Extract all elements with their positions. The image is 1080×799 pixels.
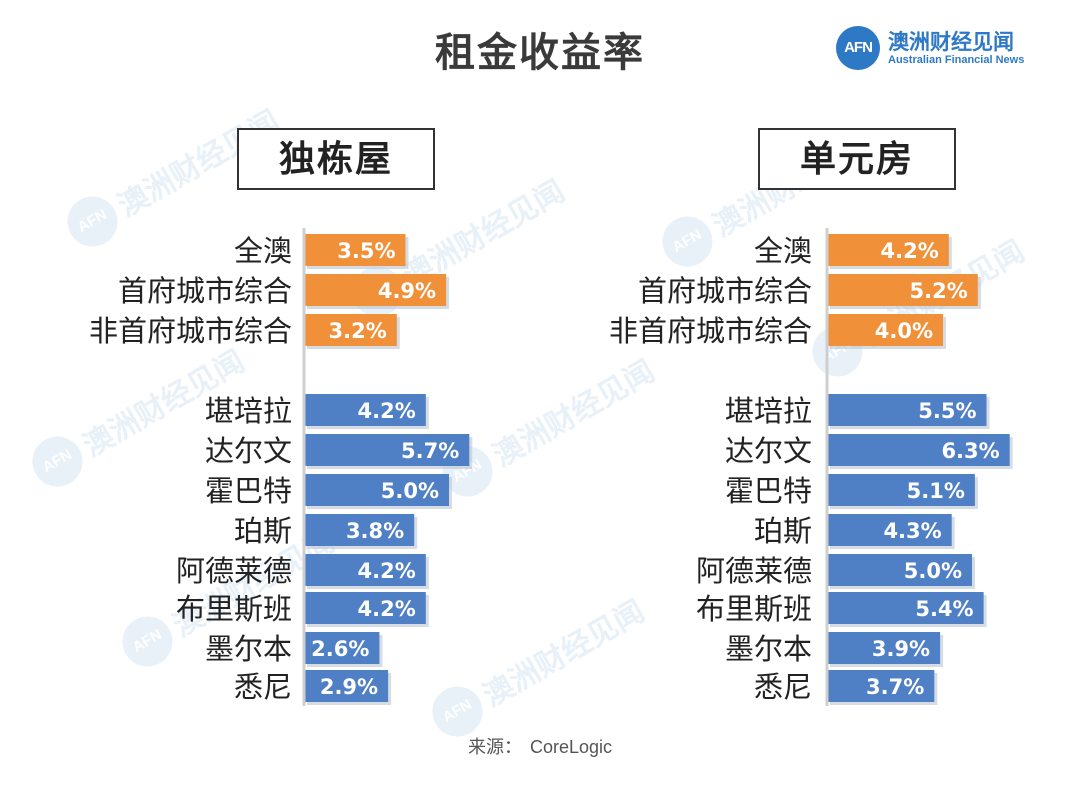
- page-title: 租金收益率: [435, 30, 645, 76]
- category-label: 达尔文: [205, 434, 292, 468]
- bar: [827, 394, 987, 426]
- data-label: 5.2%: [910, 279, 968, 303]
- data-label: 3.5%: [337, 239, 395, 263]
- brand-logo: AFN 澳洲财经见闻 Australian Financial News: [836, 26, 1046, 70]
- bar: [827, 314, 943, 346]
- category-label: 非首府城市综合: [89, 314, 292, 348]
- bar: [827, 554, 972, 586]
- bar: [304, 670, 389, 702]
- category-label: 墨尔本: [205, 632, 292, 666]
- bar: [827, 234, 949, 266]
- category-label: 阿德莱德: [696, 554, 812, 588]
- category-label: 霍巴特: [725, 474, 812, 508]
- category-label: 珀斯: [234, 514, 292, 548]
- chart-title-house: 独栋屋: [237, 128, 435, 190]
- category-label: 悉尼: [754, 670, 812, 704]
- category-label: 阿德莱德: [176, 554, 292, 588]
- data-label: 5.1%: [907, 479, 965, 503]
- category-label: 首府城市综合: [638, 274, 812, 308]
- data-label: 4.2%: [358, 597, 416, 621]
- data-label: 3.7%: [866, 675, 924, 699]
- source-value: CoreLogic: [529, 737, 613, 757]
- brand-name-cn: 澳洲财经见闻: [888, 30, 1014, 54]
- data-label: 5.0%: [381, 479, 439, 503]
- data-label: 2.6%: [311, 637, 369, 661]
- bar: [304, 632, 380, 664]
- afn-logo-icon: AFN: [836, 26, 880, 70]
- category-label: 堪培拉: [205, 394, 292, 428]
- category-label: 全澳: [234, 234, 292, 268]
- bar: [304, 434, 470, 466]
- bar: [827, 592, 984, 624]
- category-label: 布里斯班: [176, 592, 292, 626]
- source-note: 来源： CoreLogic: [0, 733, 1080, 759]
- category-label: 墨尔本: [725, 632, 812, 666]
- category-label: 珀斯: [754, 514, 812, 548]
- data-label: 6.3%: [941, 439, 999, 463]
- category-label: 堪培拉: [725, 394, 812, 428]
- bar: [827, 434, 1010, 466]
- bar: [304, 234, 406, 266]
- data-label: 5.5%: [918, 399, 976, 423]
- chart-title-unit: 单元房: [758, 128, 956, 190]
- category-label: 悉尼: [234, 670, 292, 704]
- category-label: 非首府城市综合: [609, 314, 812, 348]
- data-label: 5.0%: [904, 559, 962, 583]
- bar: [827, 670, 935, 702]
- bar: [304, 394, 426, 426]
- data-label: 5.7%: [401, 439, 459, 463]
- bar: [304, 314, 397, 346]
- data-label: 4.0%: [875, 319, 933, 343]
- bar: [827, 632, 941, 664]
- bar: [827, 514, 952, 546]
- data-label: 5.4%: [915, 597, 973, 621]
- category-label: 霍巴特: [205, 474, 292, 508]
- data-label: 4.2%: [358, 399, 416, 423]
- data-label: 3.8%: [346, 519, 404, 543]
- data-label: 2.9%: [320, 675, 378, 699]
- bar: [304, 474, 449, 506]
- bar: [827, 474, 975, 506]
- data-label: 4.9%: [378, 279, 436, 303]
- category-label: 达尔文: [725, 434, 812, 468]
- data-label: 4.3%: [883, 519, 941, 543]
- data-label: 4.2%: [881, 239, 939, 263]
- category-label: 全澳: [754, 234, 812, 268]
- data-label: 3.9%: [872, 637, 930, 661]
- category-label: 布里斯班: [696, 592, 812, 626]
- bar: [304, 514, 415, 546]
- data-label: 3.2%: [329, 319, 387, 343]
- bar: [304, 554, 426, 586]
- bar: [827, 274, 978, 306]
- bar: [304, 274, 447, 306]
- category-label: 首府城市综合: [118, 274, 292, 308]
- data-label: 4.2%: [358, 559, 416, 583]
- source-label: 来源：: [467, 737, 522, 757]
- bar: [304, 592, 426, 624]
- brand-name-en: Australian Financial News: [888, 54, 1025, 66]
